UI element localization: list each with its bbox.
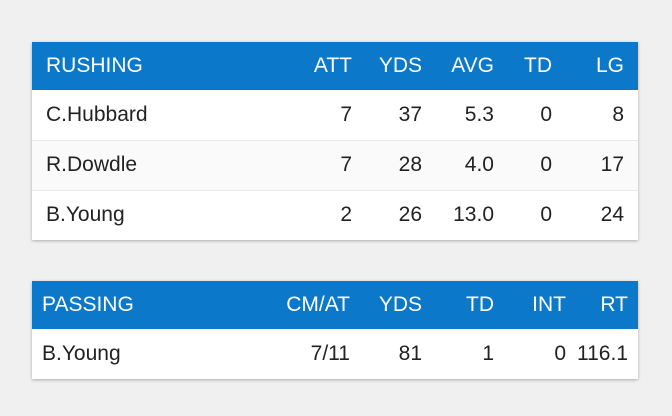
- player-name: C.Hubbard: [46, 102, 148, 126]
- stat-att: 7: [340, 102, 352, 126]
- stat-rt: 116.1: [577, 342, 628, 365]
- stat-avg: 5.3: [464, 102, 494, 126]
- rushing-stats-card: RUSHING ATT YDS AVG TD LG C.Hubbard 7 37…: [32, 42, 638, 240]
- stat-lg: 8: [612, 102, 624, 126]
- passing-header-row: PASSING CM/AT YDS TD INT RT: [32, 281, 638, 329]
- stat-yds: 37: [398, 102, 422, 126]
- table-row: B.Young 2 26 13.0 0 24: [32, 189, 638, 240]
- rushing-section-title: RUSHING: [46, 54, 143, 77]
- stat-td: 1: [482, 342, 494, 365]
- passing-stats-card: PASSING CM/AT YDS TD INT RT B.Young 7/11…: [32, 281, 638, 379]
- rushing-stats-table: RUSHING ATT YDS AVG TD LG C.Hubbard 7 37…: [32, 42, 638, 240]
- stat-cmat: 7/11: [310, 342, 350, 365]
- stat-att: 2: [268, 189, 366, 240]
- table-row: B.Young 7/11 81 1 0 116.1: [32, 329, 638, 379]
- rushing-header-row: RUSHING ATT YDS AVG TD LG: [32, 42, 638, 90]
- column-header-yds: YDS: [378, 293, 422, 316]
- passing-stats-table: PASSING CM/AT YDS TD INT RT B.Young 7/11…: [32, 281, 638, 379]
- column-header-avg: AVG: [451, 54, 494, 77]
- column-header-yds: YDS: [378, 54, 422, 77]
- stat-td: 0: [540, 102, 552, 126]
- stat-int: 0: [554, 342, 566, 365]
- stat-td: 0: [508, 189, 566, 240]
- column-header-td: TD: [466, 293, 494, 316]
- column-header-lg: LG: [595, 54, 624, 77]
- stat-yds: 28: [366, 139, 436, 190]
- table-row: C.Hubbard 7 37 5.3 0 8: [32, 90, 638, 140]
- player-name: B.Young: [42, 342, 121, 365]
- column-header-rt: RT: [600, 293, 628, 316]
- stat-yds: 26: [366, 189, 436, 240]
- stat-att: 7: [268, 139, 366, 190]
- stat-avg: 4.0: [436, 139, 508, 190]
- player-name: R.Dowdle: [32, 139, 268, 190]
- column-header-cmat: CM/AT: [286, 293, 350, 316]
- column-header-att: ATT: [313, 54, 352, 77]
- stat-avg: 13.0: [436, 189, 508, 240]
- stat-lg: 17: [566, 139, 638, 190]
- stat-td: 0: [508, 139, 566, 190]
- passing-section-title: PASSING: [42, 293, 134, 316]
- column-header-int: INT: [532, 293, 566, 316]
- stat-lg: 24: [566, 189, 638, 240]
- player-name: B.Young: [32, 189, 268, 240]
- stat-yds: 81: [398, 342, 422, 365]
- column-header-td: TD: [524, 54, 552, 77]
- table-row: R.Dowdle 7 28 4.0 0 17: [32, 139, 638, 190]
